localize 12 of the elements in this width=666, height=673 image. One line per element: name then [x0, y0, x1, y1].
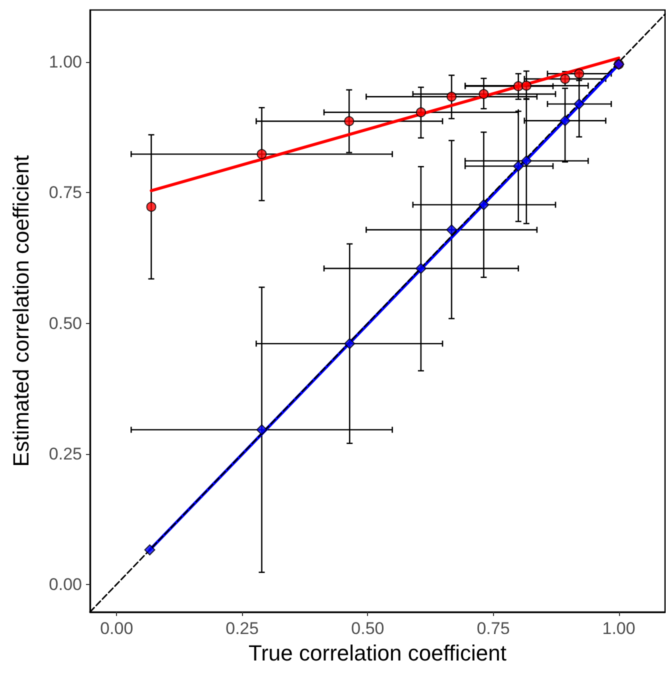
x-tick-label: 0.25	[226, 619, 259, 638]
x-tick-label: 1.00	[602, 619, 636, 638]
y-tick-label: 0.00	[48, 574, 82, 594]
y-tick-label: 0.50	[48, 314, 82, 333]
x-tick-label: 0.00	[100, 619, 134, 638]
x-tick-label: 0.75	[476, 619, 510, 638]
y-tick-label: 1.00	[48, 52, 82, 72]
x-axis-title: True correlation coefficient	[248, 640, 507, 666]
y-tick-label: 0.75	[48, 183, 82, 202]
x-tick-label: 0.50	[351, 619, 384, 638]
y-axis-title: Estimated correlation coefficient	[8, 155, 34, 467]
y-tick-label: 0.25	[48, 444, 82, 464]
